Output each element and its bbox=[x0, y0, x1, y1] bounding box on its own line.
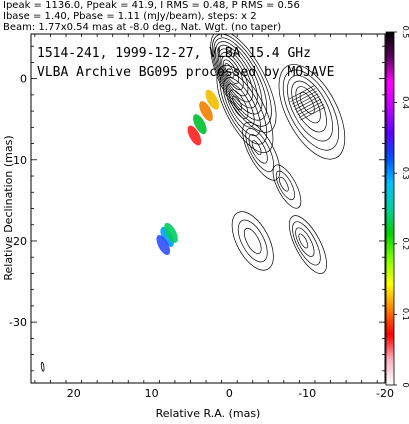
evpa-tick bbox=[291, 90, 317, 105]
stokes-i-contour bbox=[226, 83, 255, 128]
colorbar-tick-label: 0.4 bbox=[401, 96, 409, 109]
colorbar-tick-label: 0.5 bbox=[401, 26, 409, 39]
fpol-patch bbox=[199, 101, 213, 122]
header-line-1: Ipeak = 1136.0, Ppeak = 41.9, I RMS = 0.… bbox=[3, 0, 300, 11]
fpol-patch bbox=[193, 114, 207, 135]
faint-contour bbox=[243, 227, 262, 254]
colorbar-tick-label: 0.3 bbox=[401, 167, 409, 180]
x-axis-label: Relative R.A. (mas) bbox=[156, 407, 261, 420]
pol-intensity-contour bbox=[287, 75, 333, 142]
stokes-i-contour bbox=[295, 227, 315, 257]
fpol-patch bbox=[156, 235, 171, 256]
colorbar-tick-label: 0 bbox=[401, 382, 409, 387]
colorbar-tick-label: 0.2 bbox=[401, 237, 409, 250]
x-tick-label: 20 bbox=[67, 387, 81, 400]
stokes-i-contour bbox=[292, 221, 321, 266]
pol-intensity-contour bbox=[295, 86, 321, 124]
y-tick-label: 0 bbox=[20, 73, 27, 86]
stokes-i-contour bbox=[278, 176, 289, 192]
stokes-i-contour bbox=[251, 140, 262, 156]
contour-layer bbox=[210, 34, 346, 274]
colorbar-gradient bbox=[385, 31, 395, 386]
stokes-i-contour bbox=[213, 37, 268, 121]
x-tick-label: -20 bbox=[376, 387, 394, 400]
evpa-tick bbox=[294, 96, 320, 110]
stokes-i-contour bbox=[275, 170, 295, 201]
evpa-tick bbox=[298, 104, 324, 118]
fpol-patch bbox=[160, 226, 174, 247]
stokes-i-contour bbox=[232, 95, 243, 111]
faint-contour bbox=[231, 211, 274, 271]
map-subtitle: VLBA Archive BG095 processed by MOJAVE bbox=[37, 65, 334, 80]
stokes-i-contour bbox=[222, 59, 239, 84]
stokes-i-contour bbox=[298, 233, 309, 249]
stokes-i-contour bbox=[215, 41, 263, 115]
stokes-i-contour bbox=[218, 48, 254, 103]
plot-frame bbox=[30, 33, 386, 384]
stokes-i-contour bbox=[216, 65, 274, 153]
colorbar-tick-label: 0.1 bbox=[401, 308, 409, 321]
stokes-i-contour bbox=[272, 164, 302, 209]
polarization-layer bbox=[156, 89, 220, 256]
x-tick-label: -10 bbox=[298, 387, 316, 400]
stokes-i-contour bbox=[248, 134, 268, 164]
x-tick-label: 0 bbox=[226, 387, 233, 400]
stokes-i-contour bbox=[224, 63, 235, 78]
y-axis-label: Relative Declination (mas) bbox=[2, 135, 15, 280]
x-tick-label: 10 bbox=[145, 387, 159, 400]
stokes-i-contour bbox=[229, 89, 249, 119]
pol-intensity-contour bbox=[291, 80, 327, 133]
fpol-patch bbox=[187, 125, 202, 146]
evpa-tick bbox=[297, 101, 323, 116]
evpa-tick bbox=[289, 85, 315, 100]
evpa-tick bbox=[300, 106, 326, 121]
y-tick-label: -30 bbox=[9, 316, 27, 329]
y-tick-label: -10 bbox=[9, 154, 27, 167]
fpol-patch bbox=[164, 222, 178, 243]
stokes-i-contour bbox=[216, 44, 258, 109]
axes-layer: 20 10 0 -10 -20 0 -10 -20 -30 bbox=[9, 33, 394, 400]
map-title: 1514-241, 1999-12-27, VLBA 15.4 GHz bbox=[37, 46, 311, 61]
faint-contour bbox=[237, 219, 268, 263]
stokes-i-contour bbox=[245, 128, 274, 173]
pol-intensity-contour bbox=[282, 69, 340, 151]
stokes-i-contour bbox=[288, 215, 327, 274]
evpa-tick bbox=[293, 93, 319, 108]
stokes-i-contour bbox=[221, 55, 244, 91]
header-line-3: Beam: 1.77x0.54 mas at -8.0 deg., Nat. W… bbox=[3, 22, 282, 33]
beam-ellipse bbox=[40, 361, 45, 372]
fpol-patch bbox=[205, 89, 220, 110]
pol-intensity-contour bbox=[278, 64, 346, 160]
evpa-tick bbox=[290, 88, 316, 102]
stokes-i-contour bbox=[210, 34, 277, 133]
header-line-2: Ibase = 1.40, Pbase = 1.11 (mJy/beam), s… bbox=[3, 11, 257, 22]
y-tick-label: -20 bbox=[9, 235, 27, 248]
stokes-i-contour bbox=[222, 77, 261, 136]
colorbar: 0 0.1 0.2 0.3 0.4 0.5 bbox=[385, 26, 409, 388]
evpa-tick bbox=[296, 98, 322, 113]
